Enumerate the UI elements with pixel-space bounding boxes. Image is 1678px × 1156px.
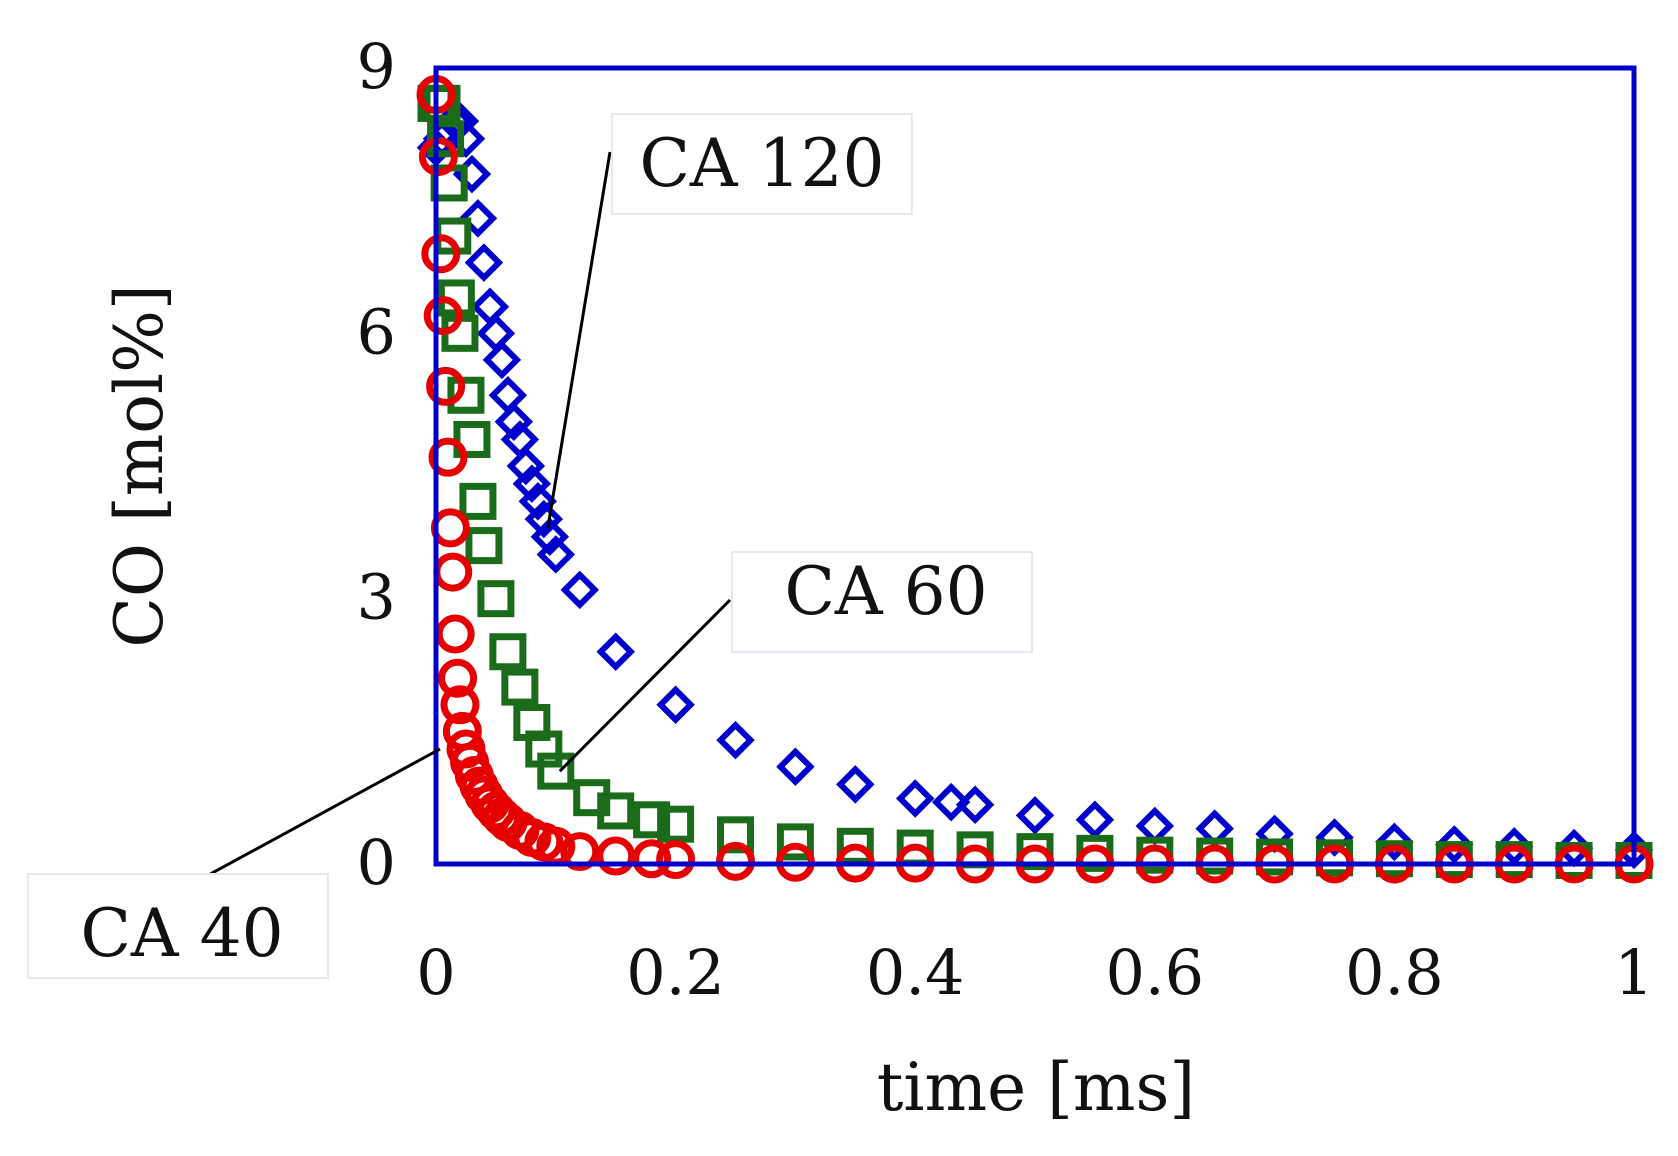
- x-axis-label: time [ms]: [877, 1049, 1195, 1126]
- callout-box: [27, 873, 329, 979]
- data-point: [435, 614, 475, 654]
- plot-frame: [433, 65, 1637, 867]
- callouts: CA 120 CA 60 CA 40: [27, 113, 1033, 979]
- data-point: [632, 839, 672, 879]
- data-point: [597, 792, 635, 830]
- data-point: [560, 832, 600, 872]
- data-point: [1015, 796, 1055, 835]
- data-point: [464, 243, 504, 282]
- y-tick-label: 0: [357, 826, 396, 899]
- callout-ca-40: CA 40: [27, 747, 441, 979]
- data-point: [656, 685, 695, 725]
- data-point: [465, 527, 503, 565]
- y-tick-label: 9: [357, 30, 396, 103]
- data-point: [489, 633, 527, 671]
- data-point: [633, 801, 671, 839]
- callout-box: [611, 113, 913, 215]
- data-point: [458, 199, 498, 238]
- data-point: [596, 836, 636, 876]
- data-point: [657, 805, 695, 843]
- data-point: [494, 402, 534, 442]
- callout-label: CA 60: [784, 553, 987, 630]
- callout-box: [731, 551, 1033, 653]
- data-point: [895, 779, 935, 818]
- data-point: [1435, 825, 1474, 864]
- data-point: [656, 840, 696, 880]
- data-point: [716, 720, 755, 760]
- x-tick-label: 1: [1614, 936, 1653, 1009]
- x-tick-label: 0.4: [866, 936, 965, 1009]
- data-point: [931, 782, 971, 822]
- data-point: [459, 482, 497, 520]
- data-point: [426, 366, 466, 406]
- x-tick-label: 0.6: [1105, 936, 1204, 1009]
- data-point: [440, 685, 480, 725]
- series-ca-40: [416, 75, 1654, 884]
- callout-leader-line: [169, 747, 441, 898]
- data-point: [836, 827, 874, 865]
- callout-leader-line: [558, 598, 732, 773]
- data-point: [470, 287, 510, 327]
- data-point: [438, 658, 478, 698]
- data-point: [433, 552, 473, 592]
- data-marks: [416, 75, 1654, 884]
- data-point: [447, 376, 485, 414]
- x-tick-label: 0.2: [626, 936, 725, 1009]
- callout-ca-120: CA 120: [546, 113, 913, 529]
- data-point: [776, 823, 814, 861]
- data-point: [955, 785, 995, 824]
- data-point: [1375, 822, 1414, 862]
- data-point: [423, 296, 463, 336]
- data-point: [524, 499, 564, 539]
- data-point: [453, 420, 491, 458]
- y-axis-label: CO [mol%]: [101, 284, 178, 647]
- data-point: [716, 841, 755, 881]
- series-ca-120: [416, 101, 1654, 870]
- data-point: [717, 816, 754, 854]
- x-tick-label: 0.8: [1345, 936, 1444, 1009]
- data-point: [537, 752, 575, 790]
- data-point: [446, 119, 486, 158]
- data-point: [477, 580, 515, 618]
- data-point: [530, 517, 570, 556]
- data-point: [776, 747, 815, 786]
- data-point: [428, 437, 468, 477]
- data-point: [1075, 800, 1115, 840]
- data-point: [536, 535, 576, 574]
- callout-label: CA 120: [639, 125, 884, 202]
- data-point: [488, 376, 528, 415]
- data-point: [430, 508, 470, 548]
- data-point: [476, 314, 516, 353]
- data-point: [518, 482, 558, 521]
- data-point: [421, 234, 461, 274]
- data-point: [512, 464, 552, 503]
- data-point: [1135, 806, 1175, 846]
- data-point: [482, 340, 522, 380]
- data-point: [560, 570, 600, 610]
- data-point: [501, 668, 539, 706]
- data-point: [506, 446, 546, 486]
- callout-ca-60: CA 60: [558, 551, 1033, 773]
- callout-label: CA 40: [80, 895, 283, 972]
- y-tick-label: 6: [357, 295, 396, 368]
- tick-labels: 0 0.2 0.4 0.6 0.8 1 0 3 6 9: [357, 30, 1654, 1009]
- x-tick-label: 0: [416, 936, 455, 1009]
- data-point: [1315, 818, 1354, 857]
- series-ca-60: [417, 84, 1653, 879]
- data-point: [596, 632, 635, 671]
- callout-leader-line: [546, 151, 612, 529]
- y-tick-label: 3: [357, 561, 396, 634]
- data-point: [836, 765, 875, 804]
